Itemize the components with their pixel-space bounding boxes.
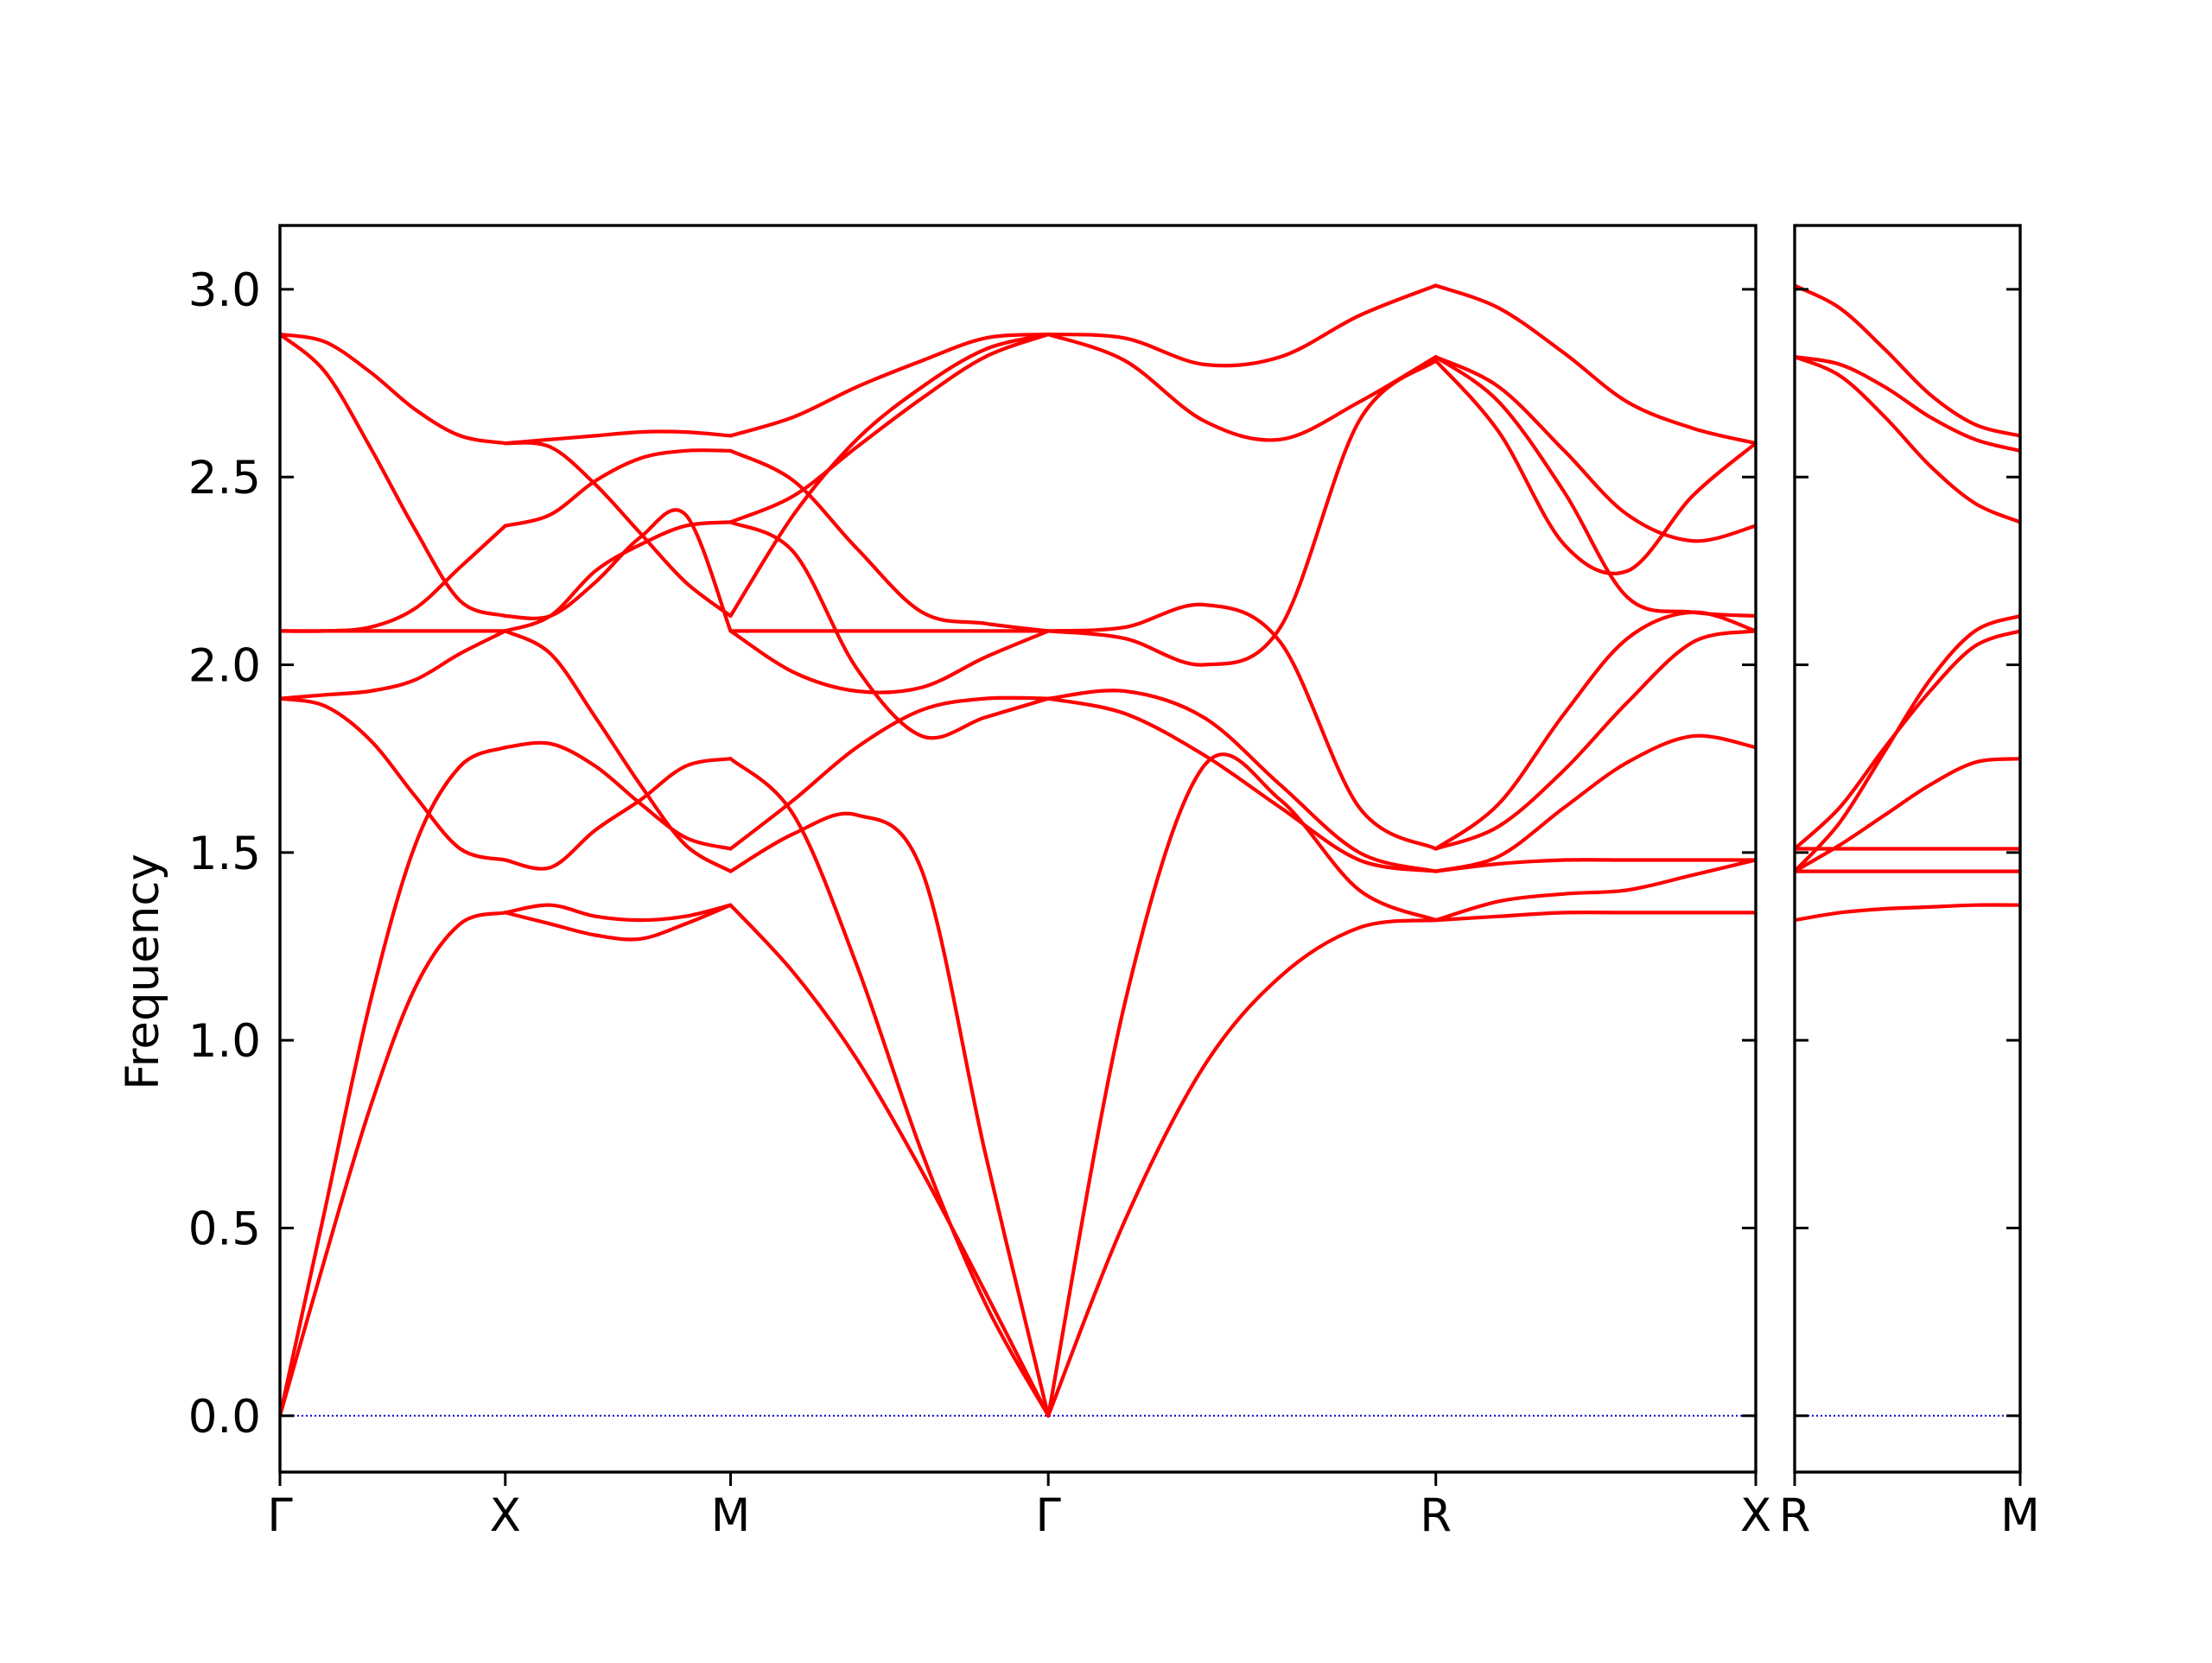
band-main-X-M-9 (503, 441, 733, 619)
xtick-label: R (1779, 1489, 1811, 1542)
band-main-M-Γ-1 (728, 903, 1051, 1418)
band-main-R-X-4 (1433, 733, 1756, 873)
band-main-R-X-8 (1433, 355, 1756, 619)
band-main-R-X-3 (1433, 858, 1756, 873)
band-main-M-Γ-4 (728, 695, 1051, 851)
xtick-label: M (711, 1489, 751, 1542)
band-main-R-X-10 (1433, 283, 1756, 446)
band-side-R-M-6 (1795, 613, 2020, 873)
ytick-label: 1.5 (188, 828, 261, 880)
xtick-label: Γ (267, 1489, 293, 1542)
ytick-label: 0.0 (188, 1391, 261, 1444)
y-axis-label: Frequency (117, 854, 169, 1090)
band-main-Γ-R-3 (1046, 696, 1438, 873)
band-main-X-M-8 (503, 448, 733, 528)
band-main-Γ-R-4 (1046, 689, 1438, 873)
band-main-X-M-2 (503, 903, 733, 923)
ytick-label: 0.5 (188, 1203, 261, 1255)
band-main-Γ-X-7 (280, 332, 507, 619)
band-main-Γ-R-1 (1046, 918, 1438, 1418)
band-main-Γ-R-2 (1046, 752, 1438, 1418)
band-main-M-Γ-2 (728, 757, 1051, 1418)
band-main-R-X-1 (1433, 910, 1756, 923)
band-main-X-M-3 (503, 757, 733, 871)
ytick-label: 1.0 (188, 1015, 261, 1068)
band-main-Γ-X-4 (280, 629, 507, 701)
ytick-label: 2.0 (188, 640, 261, 693)
xtick-label: M (2000, 1489, 2040, 1542)
band-side-R-M-7 (1795, 355, 2020, 524)
band-main-Γ-X-8 (280, 332, 507, 446)
band-main-M-Γ-5 (728, 520, 1051, 740)
band-main-M-Γ-10 (728, 448, 1051, 633)
ytick-label: 2.5 (188, 452, 261, 505)
main-axes-frame (278, 224, 1758, 1474)
band-main-Γ-X-1 (280, 911, 507, 1418)
band-side-R-M-1 (1795, 903, 2020, 923)
band-main-M-Γ-11 (728, 332, 1051, 438)
band-main-Γ-R-7 (1046, 332, 1438, 442)
band-main-Γ-R-5 (1046, 602, 1438, 851)
side-axes-frame (1793, 224, 2022, 1474)
main-data (280, 283, 1756, 1418)
band-main-Γ-R-6 (1046, 359, 1438, 667)
band-main-R-X-7 (1433, 359, 1756, 576)
xtick-label: R (1420, 1489, 1452, 1542)
band-main-X-M-1 (503, 903, 733, 942)
band-main-X-M-4 (503, 740, 733, 851)
band-main-R-X-9 (1433, 355, 1756, 543)
main-panel: 0.0 0.5 1.0 1.5 2.0 2.5 3.0 Γ X M Γ R X (188, 224, 1771, 1542)
band-main-X-M-5 (503, 629, 733, 873)
band-main-X-M-10 (503, 429, 733, 446)
side-data (1795, 283, 2020, 1417)
band-side-R-M-8 (1795, 355, 2020, 453)
band-side-R-M-4 (1795, 757, 2020, 873)
band-main-X-M-7 (503, 508, 733, 633)
band-main-R-X-2 (1433, 858, 1756, 923)
band-side-R-M-9 (1795, 283, 2020, 438)
band-main-Γ-X-2 (280, 746, 507, 1418)
band-main-M-Γ-3 (728, 811, 1051, 1418)
band-main-Γ-X-3 (280, 696, 507, 862)
band-main-Γ-R-8 (1046, 283, 1438, 368)
band-main-R-X-6 (1433, 629, 1756, 851)
xtick-label: X (490, 1489, 521, 1542)
band-main-M-Γ-7 (728, 629, 1051, 695)
band-main-M-Γ-9 (728, 332, 1051, 524)
xtick-label: X (1740, 1489, 1771, 1542)
xtick-label: Γ (1035, 1489, 1061, 1542)
ytick-label: 3.0 (188, 264, 261, 317)
band-main-M-Γ-8 (728, 332, 1051, 619)
